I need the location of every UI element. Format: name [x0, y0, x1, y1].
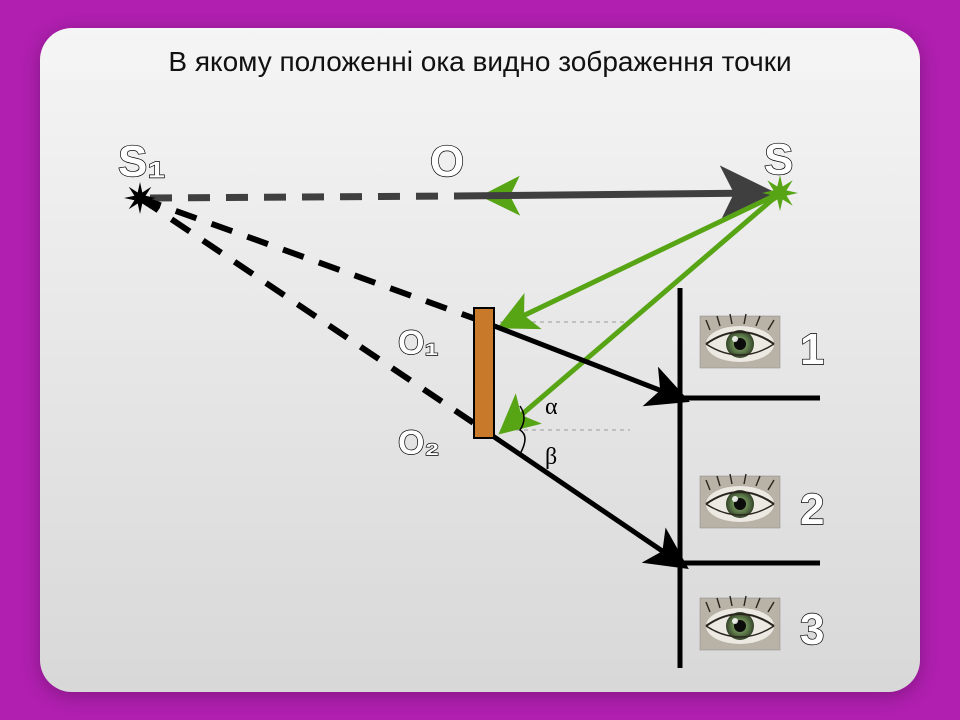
label-eye-3: 3	[800, 605, 824, 654]
star-S1-path	[124, 182, 156, 214]
reflected-ray-2	[484, 430, 680, 563]
eye-2	[700, 474, 780, 528]
slide-panel: В якому положенні ока видно зображення т…	[40, 28, 920, 692]
green-ray-S-to-O1	[506, 193, 780, 324]
label-eye-2: 2	[800, 485, 824, 534]
eye-1	[700, 314, 780, 368]
label-O2: O₂	[398, 424, 440, 462]
green-ray-S-to-O2	[506, 193, 780, 428]
eye-3	[700, 596, 780, 650]
dash-S1-to-O2	[140, 198, 484, 430]
label-eye-1: 1	[800, 325, 824, 374]
label-S1: S₁	[118, 137, 166, 186]
optics-diagram: S₁ S O O₁ O₂ α β 1 2 3	[40, 28, 920, 692]
label-alpha: α	[545, 394, 558, 420]
mirror	[474, 308, 494, 438]
slide-outer: В якому положенні ока видно зображення т…	[0, 0, 960, 720]
label-O: O	[430, 137, 464, 186]
reflected-ray-1	[484, 322, 680, 398]
label-O1: O₁	[398, 324, 439, 362]
axis-dashed-left	[150, 196, 460, 198]
star-S1	[124, 182, 156, 214]
dash-S1-to-O1	[140, 198, 484, 322]
label-S: S	[764, 135, 793, 184]
axis-solid-right	[455, 193, 762, 196]
label-beta: β	[545, 444, 557, 470]
